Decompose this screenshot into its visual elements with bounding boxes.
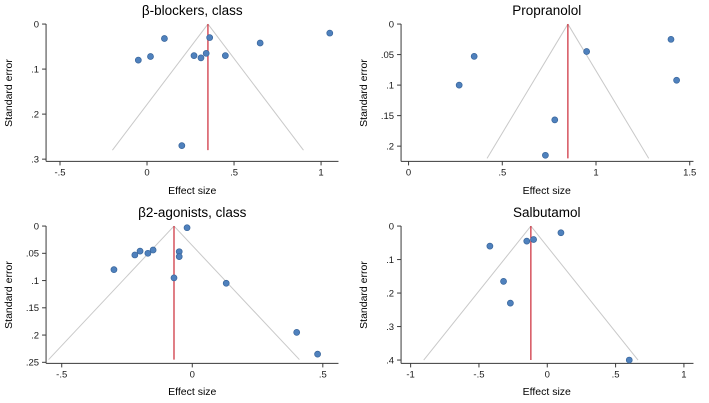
data-point: [197, 54, 205, 62]
data-point: [202, 49, 210, 57]
y-tick-label: 0: [388, 19, 393, 30]
data-point: [625, 356, 633, 363]
chart-title: β-blockers, class: [141, 3, 243, 18]
data-point: [131, 251, 139, 258]
x-tick-label: 1: [593, 167, 598, 178]
funnel-line-left: [486, 23, 568, 159]
funnel-line-right: [566, 23, 649, 159]
data-point: [667, 35, 674, 43]
data-point: [190, 52, 198, 59]
x-tick-label: 1: [681, 369, 686, 380]
x-tick-label: -.5: [56, 369, 67, 380]
data-point: [293, 328, 301, 336]
data-point: [582, 48, 590, 55]
x-tick-label: 0: [405, 167, 410, 178]
data-point: [557, 228, 564, 236]
y-tick-label: .2: [386, 288, 394, 299]
x-tick-label: .5: [611, 369, 619, 380]
chart-title: Propranolol: [512, 3, 582, 18]
y-tick-label: .1: [386, 80, 394, 91]
data-point: [541, 151, 549, 159]
y-tick-label: .05: [380, 50, 393, 61]
y-tick-label: .15: [380, 111, 393, 122]
data-point: [134, 56, 142, 64]
y-tick-label: .05: [26, 248, 39, 259]
x-tick-label: -.5: [473, 369, 484, 380]
x-tick-label: -.5: [54, 167, 65, 178]
y-tick-label: .2: [386, 141, 394, 152]
data-point: [529, 235, 537, 243]
data-point: [499, 277, 507, 285]
y-tick-label: .2: [31, 330, 39, 341]
data-point: [170, 273, 178, 281]
chart-title: Salbutamol: [512, 204, 581, 220]
data-point: [144, 249, 152, 257]
x-tick-label: .5: [498, 167, 506, 178]
data-point: [222, 279, 230, 287]
data-point: [486, 242, 493, 250]
data-point: [455, 81, 463, 89]
data-point: [178, 142, 186, 149]
x-axis-title: Effect size: [522, 386, 571, 398]
data-point: [161, 35, 168, 42]
y-tick-label: .2: [31, 109, 39, 120]
data-point: [314, 350, 321, 357]
funnel-line-right: [207, 23, 304, 151]
x-axis-title: Effect size: [168, 184, 217, 197]
funnel-plot-beta2-agonists: β2-agonists, class Standard error -.5 0.5…: [0, 202, 355, 403]
data-point: [256, 39, 264, 47]
data-point: [506, 299, 514, 306]
x-tick-label: 0: [544, 369, 549, 380]
x-tick-label: 0: [190, 369, 195, 380]
x-tick-label: 0: [144, 167, 149, 178]
data-point: [470, 53, 478, 60]
chart-title: β2-agonists, class: [138, 204, 247, 220]
data-point: [147, 53, 154, 60]
funnel-line-right: [173, 225, 300, 360]
y-tick-label: 0: [34, 19, 39, 30]
x-tick-label: .5: [230, 167, 238, 178]
y-tick-label: .1: [31, 64, 39, 75]
y-tick-label: .3: [386, 321, 394, 332]
data-point: [326, 29, 334, 37]
funnel-plot-canvas: -.5 0 .5 0 .05 .1 .15 .2 .25: [26, 221, 339, 380]
x-tick-label: -1: [406, 369, 414, 380]
data-point: [183, 223, 191, 231]
funnel-line-left: [422, 225, 531, 360]
y-tick-label: 0: [34, 221, 39, 232]
x-tick-label: 1: [318, 167, 323, 178]
funnel-plot-canvas: -.5 0 .5 1 0 .1 .2 .3: [31, 19, 339, 178]
funnel-plot-canvas: 0 .5 1 1.5 0 .05 .1 .15 .2: [380, 19, 696, 178]
funnel-line-left: [112, 23, 209, 151]
funnel-line-left: [48, 225, 175, 360]
y-tick-label: .1: [386, 254, 394, 265]
x-axis-title: Effect size: [522, 184, 571, 197]
y-tick-label: .4: [386, 355, 394, 366]
data-point: [149, 246, 157, 253]
data-point: [522, 237, 530, 244]
funnel-plot-propranolol: Propranolol Standard error 0.5 1 1.5 0.05.1…: [355, 0, 709, 202]
y-tick-label: .1: [31, 275, 39, 286]
x-axis-title: Effect size: [168, 386, 217, 398]
x-tick-label: 1.5: [683, 167, 696, 178]
funnel-plot-salbutamol: Salbutamol Standard error -1 -.5 0.5 1 0.1.2…: [355, 202, 709, 403]
y-tick-label: .15: [26, 303, 39, 314]
data-point: [136, 247, 144, 254]
data-point: [672, 76, 680, 84]
funnel-plot-beta-blockers: β-blockers, class Standard error -.5 0.5 1…: [0, 0, 355, 202]
funnel-plot-canvas: -1 -.5 0 .5 1 0 .1 .2 .3 .4: [386, 221, 693, 380]
y-tick-label: 0: [388, 221, 393, 232]
data-point: [175, 252, 183, 260]
x-tick-label: .5: [319, 369, 327, 380]
y-tick-label: .3: [31, 154, 39, 165]
data-point: [206, 34, 214, 41]
data-point: [550, 116, 558, 124]
data-point: [110, 265, 118, 273]
funnel-line-right: [529, 225, 638, 360]
y-tick-label: .25: [26, 357, 39, 368]
data-point: [221, 52, 229, 59]
